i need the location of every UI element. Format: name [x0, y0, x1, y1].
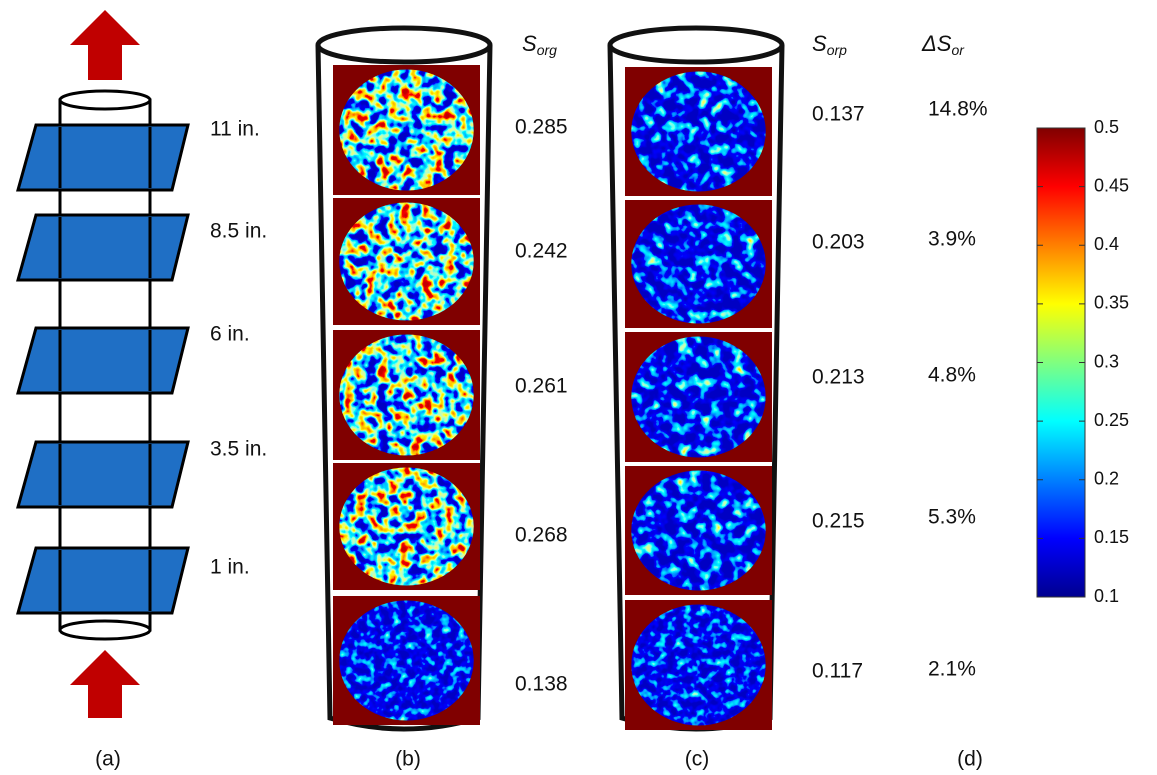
colorbar-tick-label: 0.25 — [1094, 410, 1129, 430]
saturation-value: 0.203 — [812, 231, 865, 254]
saturation-value: 0.213 — [812, 366, 865, 389]
slice-plane — [18, 548, 188, 613]
panel-a — [18, 10, 188, 718]
saturation-value: 5.3% — [928, 506, 976, 529]
flow-arrow — [70, 10, 140, 80]
flow-arrow — [70, 650, 140, 718]
height-label: 11 in. — [210, 118, 260, 141]
height-label: 3.5 in. — [210, 438, 267, 461]
colorbar-tick-label: 0.5 — [1094, 117, 1119, 137]
saturation-value: 0.138 — [515, 673, 568, 696]
colorbar-tick-label: 0.4 — [1094, 234, 1119, 254]
panel-label: (b) — [395, 748, 421, 771]
colorbar-tick-label: 0.1 — [1094, 586, 1119, 606]
colorbar — [1037, 128, 1085, 597]
saturation-value: 0.215 — [812, 510, 865, 533]
saturation-value: 0.242 — [515, 240, 568, 263]
panel-label: (d) — [957, 748, 983, 771]
column-header: ΔSor — [921, 31, 965, 58]
saturation-value: 0.137 — [812, 103, 865, 126]
height-label: 6 in. — [210, 323, 250, 346]
core-bottom — [60, 621, 150, 639]
saturation-value: 0.261 — [515, 375, 568, 398]
colorbar-tick-label: 0.35 — [1094, 293, 1129, 313]
colorbar-tick-label: 0.2 — [1094, 469, 1119, 489]
slice-plane — [18, 328, 188, 393]
panel-b — [318, 28, 490, 729]
slice-plane — [18, 215, 188, 280]
saturation-value: 14.8% — [928, 98, 988, 121]
height-label: 8.5 in. — [210, 220, 267, 243]
saturation-value: 2.1% — [928, 658, 976, 681]
column-header: Sorg — [522, 31, 557, 58]
slice-plane — [18, 442, 188, 507]
core-top — [60, 91, 150, 109]
panel-c — [610, 28, 782, 730]
column-header: Sorp — [812, 31, 847, 58]
colorbar-tick-label: 0.45 — [1094, 175, 1129, 195]
saturation-value: 0.268 — [515, 524, 568, 547]
figure: Sorg Sorp ΔSor 0.50.450.40.350.30.250.20… — [0, 0, 1157, 775]
saturation-value: 0.285 — [515, 116, 568, 139]
colorbar-tick-label: 0.15 — [1094, 527, 1129, 547]
saturation-value: 4.8% — [928, 364, 976, 387]
colorbar-tick-label: 0.3 — [1094, 351, 1119, 371]
saturation-value: 0.117 — [812, 660, 863, 683]
saturation-value: 3.9% — [928, 228, 976, 251]
panel-label: (c) — [685, 748, 710, 771]
panel-label: (a) — [95, 748, 121, 771]
core-top — [610, 28, 782, 62]
height-label: 1 in. — [210, 556, 250, 579]
core-top — [318, 28, 490, 62]
slice-plane — [18, 125, 188, 190]
